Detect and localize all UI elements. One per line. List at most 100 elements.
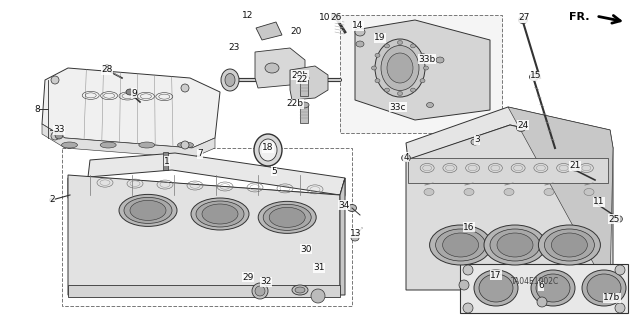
Text: 19: 19	[374, 33, 386, 42]
Ellipse shape	[545, 229, 595, 261]
Ellipse shape	[258, 201, 316, 234]
Ellipse shape	[202, 204, 238, 224]
Ellipse shape	[420, 79, 425, 83]
Bar	[163, 152, 168, 170]
Ellipse shape	[295, 287, 305, 293]
Text: 30: 30	[300, 244, 312, 254]
Text: 15: 15	[531, 71, 541, 80]
Polygon shape	[460, 264, 628, 313]
Circle shape	[463, 265, 473, 275]
Text: 3: 3	[474, 136, 480, 145]
Circle shape	[255, 286, 265, 296]
Ellipse shape	[474, 270, 518, 306]
Polygon shape	[406, 125, 613, 290]
Text: 12: 12	[243, 11, 253, 19]
Ellipse shape	[119, 194, 177, 226]
Text: 11: 11	[593, 197, 605, 206]
Ellipse shape	[375, 79, 380, 83]
Ellipse shape	[424, 66, 429, 70]
Text: 22b: 22b	[287, 100, 303, 108]
Text: 2: 2	[49, 196, 55, 204]
Circle shape	[459, 280, 469, 290]
Text: 20b: 20b	[291, 70, 308, 79]
Text: 10: 10	[319, 12, 331, 21]
Ellipse shape	[375, 39, 425, 97]
Text: 22: 22	[296, 75, 308, 84]
Ellipse shape	[269, 207, 305, 227]
Ellipse shape	[177, 142, 193, 148]
Ellipse shape	[381, 46, 419, 91]
Ellipse shape	[552, 233, 588, 257]
Ellipse shape	[387, 53, 413, 83]
Bar	[68, 285, 340, 297]
Text: 24: 24	[517, 121, 529, 130]
Text: 25: 25	[608, 214, 620, 224]
Ellipse shape	[582, 270, 626, 306]
Circle shape	[181, 84, 189, 92]
Text: 34: 34	[339, 201, 349, 210]
Polygon shape	[42, 68, 220, 148]
Polygon shape	[256, 22, 282, 40]
Text: 1: 1	[164, 157, 170, 166]
Ellipse shape	[410, 88, 415, 92]
Ellipse shape	[196, 201, 244, 227]
Circle shape	[51, 76, 59, 84]
Text: 21: 21	[570, 161, 580, 170]
Text: 16: 16	[463, 222, 475, 232]
Ellipse shape	[100, 142, 116, 148]
Text: 9: 9	[131, 88, 137, 98]
Polygon shape	[68, 175, 340, 295]
Circle shape	[181, 141, 189, 149]
Ellipse shape	[471, 139, 479, 145]
Polygon shape	[406, 107, 613, 160]
Ellipse shape	[538, 225, 600, 265]
Polygon shape	[340, 178, 345, 295]
Ellipse shape	[371, 66, 376, 70]
Ellipse shape	[410, 44, 415, 48]
Bar	[300, 105, 308, 123]
Circle shape	[615, 303, 625, 313]
Ellipse shape	[292, 285, 308, 295]
Text: 6: 6	[538, 281, 544, 291]
Ellipse shape	[254, 134, 282, 166]
Circle shape	[252, 283, 268, 299]
Polygon shape	[88, 153, 345, 195]
Ellipse shape	[225, 73, 235, 86]
Polygon shape	[508, 107, 613, 290]
Polygon shape	[290, 66, 328, 100]
Ellipse shape	[571, 165, 579, 171]
Ellipse shape	[126, 89, 134, 95]
Bar	[300, 78, 308, 96]
Text: 7: 7	[197, 150, 203, 159]
Ellipse shape	[401, 154, 410, 161]
Ellipse shape	[259, 139, 277, 161]
Ellipse shape	[436, 229, 486, 261]
Text: 31: 31	[313, 263, 324, 272]
Ellipse shape	[529, 73, 538, 80]
Ellipse shape	[49, 198, 54, 202]
Ellipse shape	[130, 200, 166, 220]
Ellipse shape	[420, 53, 425, 57]
Text: 14: 14	[352, 21, 364, 31]
Text: 4: 4	[403, 152, 409, 161]
Circle shape	[463, 303, 473, 313]
Ellipse shape	[424, 189, 434, 196]
Ellipse shape	[265, 63, 279, 73]
Ellipse shape	[356, 41, 364, 47]
Ellipse shape	[426, 102, 433, 108]
Ellipse shape	[504, 189, 514, 196]
Text: 13: 13	[350, 228, 362, 238]
Ellipse shape	[103, 65, 111, 71]
Ellipse shape	[124, 197, 172, 223]
Ellipse shape	[484, 225, 546, 265]
Ellipse shape	[348, 204, 356, 211]
Bar	[62, 148, 352, 306]
Ellipse shape	[490, 229, 540, 261]
Text: 29: 29	[243, 272, 253, 281]
Ellipse shape	[614, 216, 623, 222]
Polygon shape	[255, 48, 305, 88]
Text: 20: 20	[291, 27, 301, 36]
Ellipse shape	[397, 41, 403, 44]
Ellipse shape	[584, 189, 594, 196]
Circle shape	[55, 131, 63, 139]
